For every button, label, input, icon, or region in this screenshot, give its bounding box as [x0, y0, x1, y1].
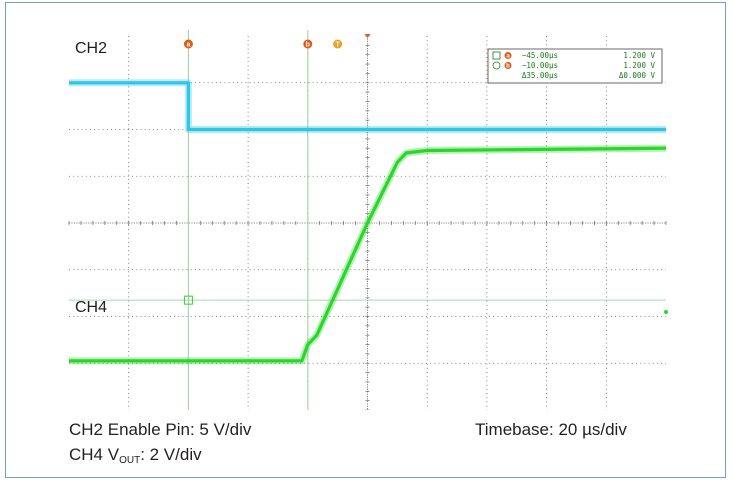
cursor-square	[183, 295, 193, 305]
channel-label-ch2: CH2	[75, 40, 107, 57]
readout-value: Δ0.000 V	[619, 71, 656, 80]
caption-ch2-text: CH2 Enable Pin: 5 V/div	[69, 420, 252, 439]
caption-timebase-text: Timebase: 20 µs/div	[475, 420, 627, 439]
readout-box	[487, 48, 663, 84]
readout-time: Δ35.00µs	[522, 71, 558, 80]
channel-labels: CH2 CH4	[75, 40, 107, 316]
readout-marker-a	[504, 52, 512, 59]
readout-square-icon	[492, 51, 501, 60]
readout-time: −10.00µs	[522, 61, 558, 70]
caption-timebase: Timebase: 20 µs/div	[475, 420, 627, 440]
readout-value: 1.200 V	[623, 61, 655, 70]
trace-ch2	[69, 81, 666, 132]
caption-ch4-suffix: : 2 V/div	[140, 445, 202, 464]
readout-value: 1.200 V	[623, 51, 655, 60]
readout-circle-icon	[492, 61, 501, 70]
caption-ch2: CH2 Enable Pin: 5 V/div	[69, 420, 251, 440]
readout-marker-b	[504, 62, 512, 69]
trigger-marker-center	[364, 34, 371, 38]
ch4-right-dot	[664, 310, 668, 314]
marker-T	[333, 39, 343, 49]
readout-marker-a-label: a	[506, 54, 510, 60]
readout-time: −45.00µs	[522, 51, 558, 60]
marker-a	[183, 39, 193, 49]
figure-frame	[5, 2, 726, 478]
caption-ch4-sub: OUT	[119, 455, 141, 466]
channel-label-ch4: CH4	[75, 299, 107, 316]
cursor-readout: a −45.00µs 1.200 V b −10.00µs 1.200 V Δ35.00µs…	[487, 48, 663, 84]
marker-b-label: b	[306, 42, 310, 49]
marker-T-label: T	[336, 42, 341, 49]
marker-a-label: a	[186, 42, 190, 49]
trace-ch4	[69, 146, 667, 363]
marker-b	[303, 39, 313, 49]
caption-ch4: CH4 VOUT: 2 V/div	[69, 445, 202, 466]
traces	[69, 79, 668, 365]
readout-marker-b-label: b	[506, 64, 510, 70]
caption-ch4-prefix: CH4 V	[69, 445, 120, 464]
